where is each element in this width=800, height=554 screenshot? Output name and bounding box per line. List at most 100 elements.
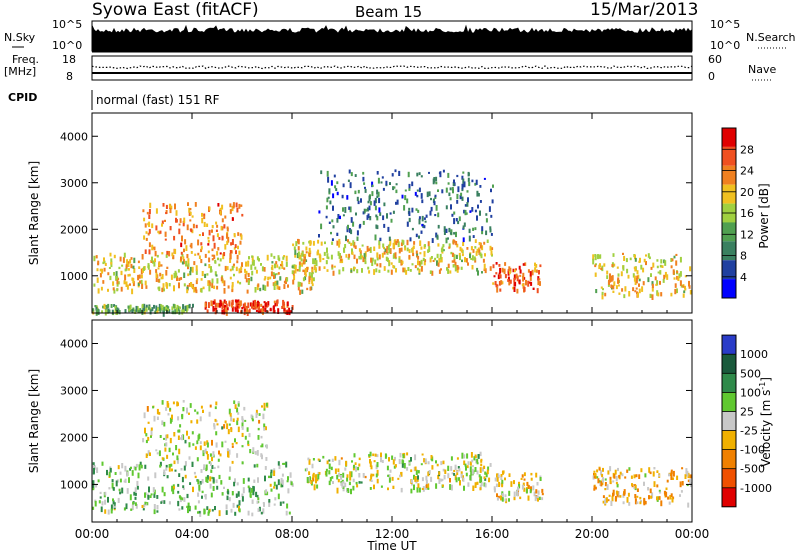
power-cell <box>217 302 220 308</box>
power-cell <box>259 308 262 312</box>
power-cell <box>379 263 382 268</box>
velocity-cell <box>593 470 596 473</box>
power-cell <box>617 273 620 277</box>
velocity-cell <box>209 476 212 482</box>
velocity-cell <box>328 480 331 486</box>
power-cell <box>463 222 466 227</box>
power-cell <box>363 253 366 259</box>
freq-label-line2: [MHz] <box>4 65 36 78</box>
velocity-cell <box>605 497 608 503</box>
power-cell <box>481 226 484 231</box>
velocity-cell <box>640 500 642 503</box>
power-cell <box>130 263 133 269</box>
power-cell <box>501 267 504 273</box>
velocity-cell <box>206 454 209 460</box>
velocity-cell <box>208 411 211 417</box>
power-cell <box>297 246 300 251</box>
power-cell <box>208 257 211 263</box>
power-cell <box>161 305 164 308</box>
power-cell <box>178 223 181 226</box>
velocity-cell <box>474 455 477 458</box>
power-cell <box>326 253 329 259</box>
power-cell <box>504 274 507 279</box>
velocity-cell <box>427 471 430 477</box>
power-cell <box>415 250 418 254</box>
power-cell <box>416 267 419 271</box>
power-cell <box>383 223 386 228</box>
power-cell <box>236 309 239 314</box>
velocity-cell <box>634 498 637 505</box>
power-cell <box>231 266 234 271</box>
velocity-cell <box>349 471 352 477</box>
power-cell <box>270 271 273 277</box>
velocity-cell <box>370 475 373 480</box>
power-cell <box>331 266 334 270</box>
velocity-cell <box>356 484 359 488</box>
velocity-cell <box>148 486 150 493</box>
power-cell <box>422 257 425 262</box>
power-cell <box>483 268 486 271</box>
power-cell <box>353 254 356 260</box>
power-cell <box>208 264 211 269</box>
velocity-cell <box>241 445 244 448</box>
power-cell <box>513 269 516 273</box>
power-cell <box>597 254 599 260</box>
power-cell <box>477 193 480 197</box>
velocity-cell <box>331 458 334 462</box>
power-cell <box>382 187 385 191</box>
colorbar-tick-label: 28 <box>740 143 754 156</box>
power-cell <box>381 176 384 179</box>
power-cell <box>493 275 496 278</box>
velocity-cell <box>470 471 473 476</box>
power-cell <box>485 213 488 216</box>
velocity-cell <box>352 485 355 491</box>
velocity-cell <box>425 483 428 489</box>
velocity-cell <box>338 472 341 477</box>
power-cell <box>495 272 498 275</box>
power-cell <box>165 204 168 209</box>
power-cell <box>655 283 658 286</box>
power-cell <box>406 239 409 246</box>
power-cell <box>103 260 106 264</box>
velocity-cell <box>256 450 259 456</box>
power-cell <box>201 271 204 277</box>
power-cell <box>398 257 401 263</box>
power-cell <box>264 307 267 313</box>
velocity-cell <box>164 447 167 452</box>
velocity-cell <box>627 492 630 497</box>
power-cell <box>206 223 209 227</box>
power-cell <box>680 285 683 288</box>
power-cell <box>250 264 253 270</box>
power-cell <box>171 306 174 310</box>
power-cell <box>632 273 635 278</box>
power-cell <box>210 269 213 273</box>
power-cell <box>211 225 214 229</box>
velocity-cell <box>263 503 265 507</box>
power-cell <box>349 182 352 189</box>
velocity-cell <box>387 487 389 491</box>
velocity-cell <box>226 423 229 430</box>
velocity-cell <box>397 477 400 480</box>
power-cell <box>148 242 151 248</box>
power-cell <box>152 260 154 264</box>
velocity-cell <box>332 481 334 484</box>
power-cell <box>220 302 223 307</box>
power-cell <box>203 213 206 216</box>
velocity-cell <box>457 466 460 469</box>
power-cell <box>211 248 214 252</box>
power-cell <box>452 188 454 194</box>
power-cell <box>420 265 423 272</box>
power-cell <box>289 310 292 314</box>
colorbar-tick-label: 1000 <box>740 348 768 361</box>
power-cell <box>215 307 218 310</box>
velocity-cell <box>609 466 612 472</box>
power-cell <box>270 253 273 257</box>
power-cell <box>294 264 297 271</box>
nsky-panel: N.Sky 10^5 10^0 10^5 10^0 N.Search <box>4 18 796 53</box>
velocity-cell <box>241 496 244 502</box>
velocity-cell <box>262 502 265 505</box>
power-cell <box>116 279 119 285</box>
velocity-cell <box>201 479 204 484</box>
velocity-cell <box>145 453 148 458</box>
